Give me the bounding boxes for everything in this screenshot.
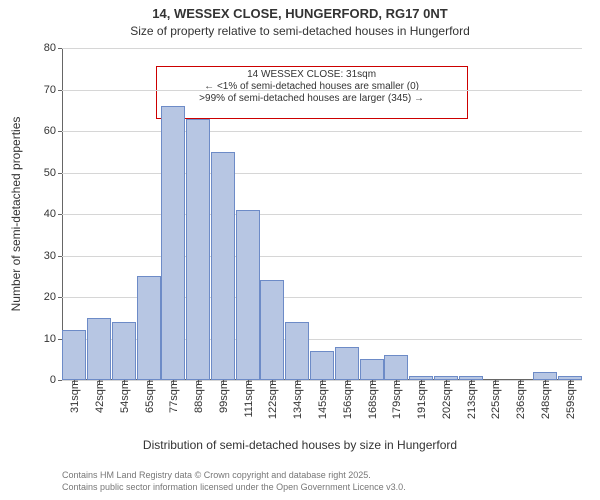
x-axis-label: Distribution of semi-detached houses by … (0, 438, 600, 452)
histogram-bar (310, 351, 334, 380)
xtick-label: 88sqm (191, 380, 205, 413)
gridline (62, 214, 582, 215)
histogram-bar (112, 322, 136, 380)
ytick-label: 60 (44, 125, 62, 137)
histogram-bar (87, 318, 111, 380)
histogram-bar (285, 322, 309, 380)
annotation-line3: >99% of semi-detached houses are larger … (161, 93, 463, 105)
title-line2-text: Size of property relative to semi-detach… (130, 24, 470, 38)
xtick-label: 99sqm (216, 380, 230, 413)
xtick-label: 236sqm (513, 380, 527, 419)
histogram-bar (161, 106, 185, 380)
footer-line1-text: Contains HM Land Registry data © Crown c… (62, 470, 371, 480)
xtick-label: 202sqm (439, 380, 453, 419)
xtick-label: 156sqm (340, 380, 354, 419)
ytick-label: 20 (44, 291, 62, 303)
xtick-label: 179sqm (389, 380, 403, 419)
histogram-bar (186, 119, 210, 380)
xtick-label: 213sqm (464, 380, 478, 419)
plot-area: 14 WESSEX CLOSE: 31sqm ← <1% of semi-det… (62, 48, 582, 380)
y-axis-label: Number of semi-detached properties (9, 117, 23, 312)
y-axis-label-text: Number of semi-detached properties (9, 117, 23, 312)
xtick-label: 168sqm (365, 380, 379, 419)
footer-line1: Contains HM Land Registry data © Crown c… (62, 470, 371, 480)
xtick-label: 145sqm (315, 380, 329, 419)
xtick-label: 122sqm (265, 380, 279, 419)
histogram-bar (62, 330, 86, 380)
ytick-label: 50 (44, 167, 62, 179)
gridline (62, 173, 582, 174)
xtick-label: 65sqm (142, 380, 156, 413)
ytick-label: 70 (44, 84, 62, 96)
histogram-bar (236, 210, 260, 380)
ytick-label: 10 (44, 333, 62, 345)
chart-container: 14, WESSEX CLOSE, HUNGERFORD, RG17 0NT S… (0, 0, 600, 500)
ytick-label: 40 (44, 208, 62, 220)
histogram-bar (260, 280, 284, 380)
xtick-label: 54sqm (117, 380, 131, 413)
annotation-box: 14 WESSEX CLOSE: 31sqm ← <1% of semi-det… (156, 66, 468, 119)
chart-title: 14, WESSEX CLOSE, HUNGERFORD, RG17 0NT (0, 6, 600, 21)
xtick-label: 259sqm (563, 380, 577, 419)
gridline (62, 48, 582, 49)
xtick-label: 31sqm (67, 380, 81, 413)
xtick-label: 225sqm (488, 380, 502, 419)
histogram-bar (384, 355, 408, 380)
xtick-label: 248sqm (538, 380, 552, 419)
ytick-label: 0 (50, 374, 62, 386)
gridline (62, 256, 582, 257)
histogram-bar (137, 276, 161, 380)
x-axis-label-text: Distribution of semi-detached houses by … (143, 438, 457, 452)
xtick-label: 134sqm (290, 380, 304, 419)
xtick-label: 191sqm (414, 380, 428, 419)
histogram-bar (335, 347, 359, 380)
xtick-label: 42sqm (92, 380, 106, 413)
xtick-label: 77sqm (166, 380, 180, 413)
chart-subtitle: Size of property relative to semi-detach… (0, 24, 600, 38)
gridline (62, 131, 582, 132)
histogram-bar (533, 372, 557, 380)
histogram-bar (211, 152, 235, 380)
ytick-label: 30 (44, 250, 62, 262)
footer-line2: Contains public sector information licen… (62, 482, 406, 492)
histogram-bar (360, 359, 384, 380)
ytick-label: 80 (44, 42, 62, 54)
gridline (62, 90, 582, 91)
footer-line2-text: Contains public sector information licen… (62, 482, 406, 492)
annotation-line1: 14 WESSEX CLOSE: 31sqm (161, 69, 463, 81)
annotation-line2: ← <1% of semi-detached houses are smalle… (161, 81, 463, 93)
xtick-label: 111sqm (241, 380, 255, 418)
title-line1-text: 14, WESSEX CLOSE, HUNGERFORD, RG17 0NT (152, 6, 447, 21)
